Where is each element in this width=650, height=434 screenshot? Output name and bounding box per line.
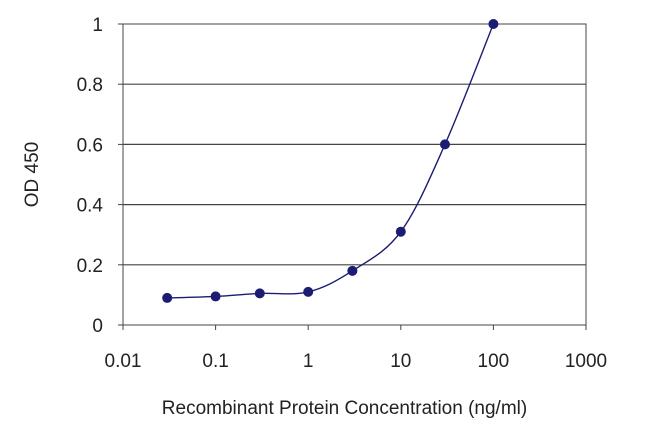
x-tick-label: 1 (303, 351, 314, 372)
y-tick-label: 0.6 (77, 135, 103, 156)
x-axis-title: Recombinant Protein Concentration (ng/ml… (162, 398, 527, 419)
y-tick-label: 0.2 (77, 256, 103, 277)
x-tick-label: 10 (390, 351, 411, 372)
data-point (303, 286, 314, 297)
grid-lines (123, 83, 586, 266)
y-axis-title: OD 450 (22, 142, 43, 207)
data-points (162, 19, 499, 303)
y-tick-label: 0.8 (77, 75, 103, 96)
data-point (210, 291, 221, 302)
x-tick-label: 100 (478, 351, 510, 372)
data-point (347, 265, 358, 276)
y-tick-label: 1 (92, 15, 103, 36)
y-axis: 0 0.2 0.4 0.6 0.8 1 (77, 15, 123, 337)
data-point (162, 292, 173, 303)
x-tick-label: 0.01 (105, 351, 142, 372)
plot-area (122, 23, 587, 326)
data-point (254, 288, 265, 299)
x-tick-label: 0.1 (202, 351, 228, 372)
data-point (395, 226, 406, 237)
fit-curve (167, 23, 495, 299)
x-tick-label: 1000 (565, 351, 607, 372)
y-tick-label: 0.4 (77, 196, 104, 217)
data-point (488, 19, 499, 29)
x-axis: 0.01 0.1 1 10 100 1000 (105, 325, 607, 372)
y-tick-label: 0 (92, 316, 103, 337)
data-point (439, 139, 450, 150)
